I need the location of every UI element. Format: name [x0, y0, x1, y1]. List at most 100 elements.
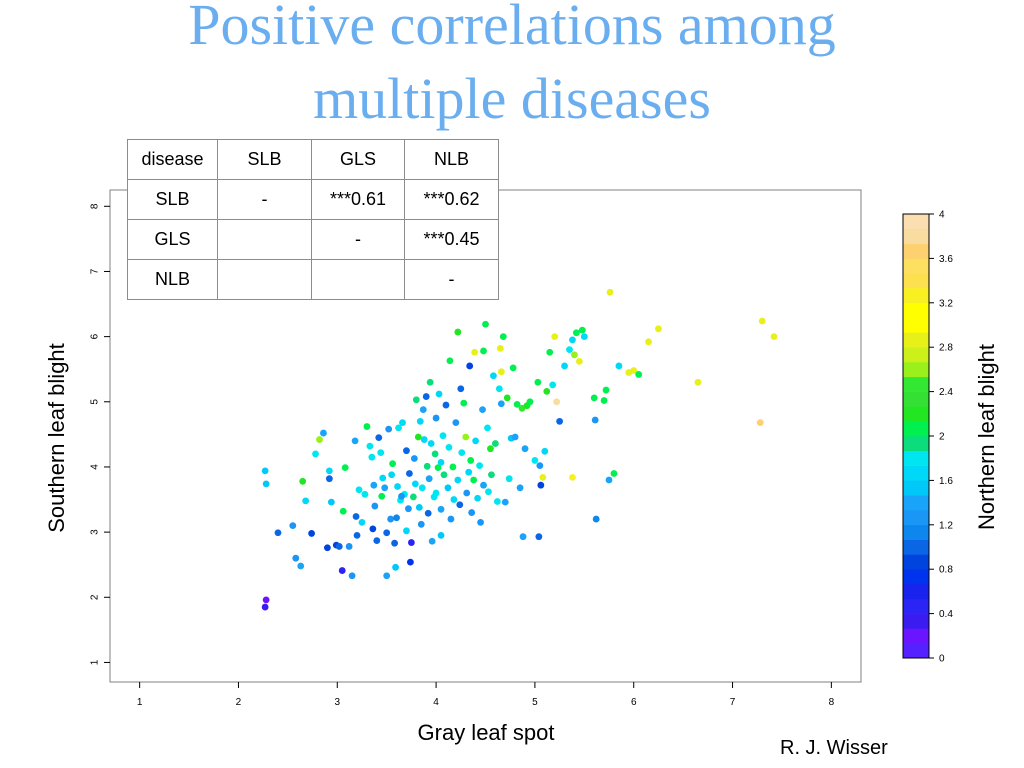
scatter-point: [521, 445, 529, 453]
author-credit: R. J. Wisser: [780, 737, 888, 759]
scatter-point: [578, 326, 586, 334]
scatter-point: [480, 347, 487, 355]
colorbar-segment: [903, 598, 929, 614]
scatter-point: [485, 488, 492, 496]
colorbar-tick-label: 3.2: [939, 298, 953, 309]
scatter-point: [497, 400, 505, 408]
colorbar-segment: [903, 362, 929, 378]
scatter-point: [546, 348, 554, 356]
x-axis-label: Gray leaf spot: [417, 720, 555, 745]
colorbar-segment: [903, 643, 929, 659]
colorbar-segment: [903, 302, 929, 318]
colorbar-segment: [903, 258, 929, 274]
colorbar-tick-label: 4: [939, 210, 945, 221]
y-tick-label: 6: [90, 333, 101, 339]
y-tick-label: 7: [90, 268, 101, 274]
colorbar-segment: [903, 495, 929, 511]
table-cell: ***0.61: [311, 179, 405, 220]
scatter-point: [566, 346, 573, 354]
colorbar-segment: [903, 554, 929, 570]
scatter-point: [541, 447, 549, 455]
table-cell: NLB: [127, 259, 218, 300]
scatter-point: [406, 470, 413, 477]
scatter-point: [535, 533, 543, 541]
scatter-point: [490, 372, 497, 380]
scatter-point: [457, 385, 465, 393]
scatter-point: [394, 483, 401, 490]
scatter-point: [358, 518, 366, 526]
scatter-point: [551, 333, 559, 341]
scatter-point: [437, 505, 445, 513]
table-cell: -: [311, 219, 405, 260]
table-header-cell: NLB: [404, 139, 499, 180]
colorbar-tick-label: 0: [939, 654, 945, 665]
scatter-point: [580, 333, 588, 341]
scatter-point: [420, 436, 428, 443]
scatter-point: [454, 328, 462, 336]
scatter-point: [432, 414, 440, 422]
scatter-point: [645, 338, 652, 346]
scatter-point: [392, 563, 399, 571]
scatter-point: [261, 467, 269, 475]
scatter-point: [325, 475, 333, 483]
scatter-point: [341, 464, 349, 472]
scatter-point: [379, 474, 387, 482]
table-cell: [311, 259, 405, 300]
table-cell: ***0.45: [404, 219, 499, 260]
table-cell: GLS: [127, 219, 218, 260]
scatter-point: [391, 539, 398, 547]
scatter-point: [299, 477, 307, 485]
scatter-point: [378, 492, 386, 500]
scatter-point: [325, 467, 333, 475]
scatter-point: [468, 509, 476, 516]
scatter-point: [531, 457, 539, 464]
scatter-point: [353, 531, 361, 539]
scatter-point: [635, 371, 643, 378]
table-header-cell: disease: [127, 139, 218, 180]
scatter-point: [606, 288, 614, 296]
colorbar-segment: [903, 376, 929, 392]
scatter-point: [471, 348, 479, 356]
scatter-point: [405, 505, 412, 513]
scatter-point: [385, 425, 393, 433]
colorbar-label: Northern leaf blight: [974, 344, 999, 530]
scatter-point: [450, 496, 458, 503]
scatter-point: [446, 357, 454, 365]
colorbar-tick-label: 1.2: [939, 520, 953, 531]
scatter-point: [297, 562, 305, 570]
scatter-point: [410, 455, 418, 462]
scatter-point: [571, 351, 578, 359]
colorbar-segment: [903, 347, 929, 363]
title-line-2: multiple diseases: [313, 66, 711, 131]
colorbar-tick-label: 1.6: [939, 476, 953, 487]
scatter-point: [463, 489, 471, 497]
x-tick-label: 4: [433, 697, 439, 708]
scatter-point: [476, 462, 483, 470]
scatter-point: [403, 447, 410, 455]
y-tick-label: 5: [90, 399, 101, 405]
scatter-point: [503, 394, 511, 402]
colorbar-tick-label: 0.8: [939, 565, 953, 576]
x-tick-label: 7: [730, 697, 736, 708]
scatter-point: [526, 398, 534, 406]
scatter-point: [442, 401, 450, 409]
scatter-point: [575, 357, 583, 365]
scatter-point: [407, 558, 414, 566]
scatter-point: [361, 490, 369, 498]
scatter-point: [516, 484, 524, 492]
scatter-point: [534, 378, 542, 386]
scatter-point: [454, 476, 462, 484]
x-tick-label: 1: [137, 697, 143, 708]
table-cell: -: [217, 179, 312, 220]
scatter-point: [505, 475, 513, 483]
colorbar-segment: [903, 584, 929, 600]
scatter-point: [493, 498, 501, 505]
scatter-point: [501, 498, 509, 506]
colorbar-segment: [903, 406, 929, 422]
colorbar-segment: [903, 214, 929, 230]
colorbar-tick-label: 2: [939, 432, 945, 443]
scatter-point: [432, 489, 440, 497]
y-axis-label: Southern leaf blight: [44, 343, 69, 533]
scatter-point: [435, 390, 443, 398]
